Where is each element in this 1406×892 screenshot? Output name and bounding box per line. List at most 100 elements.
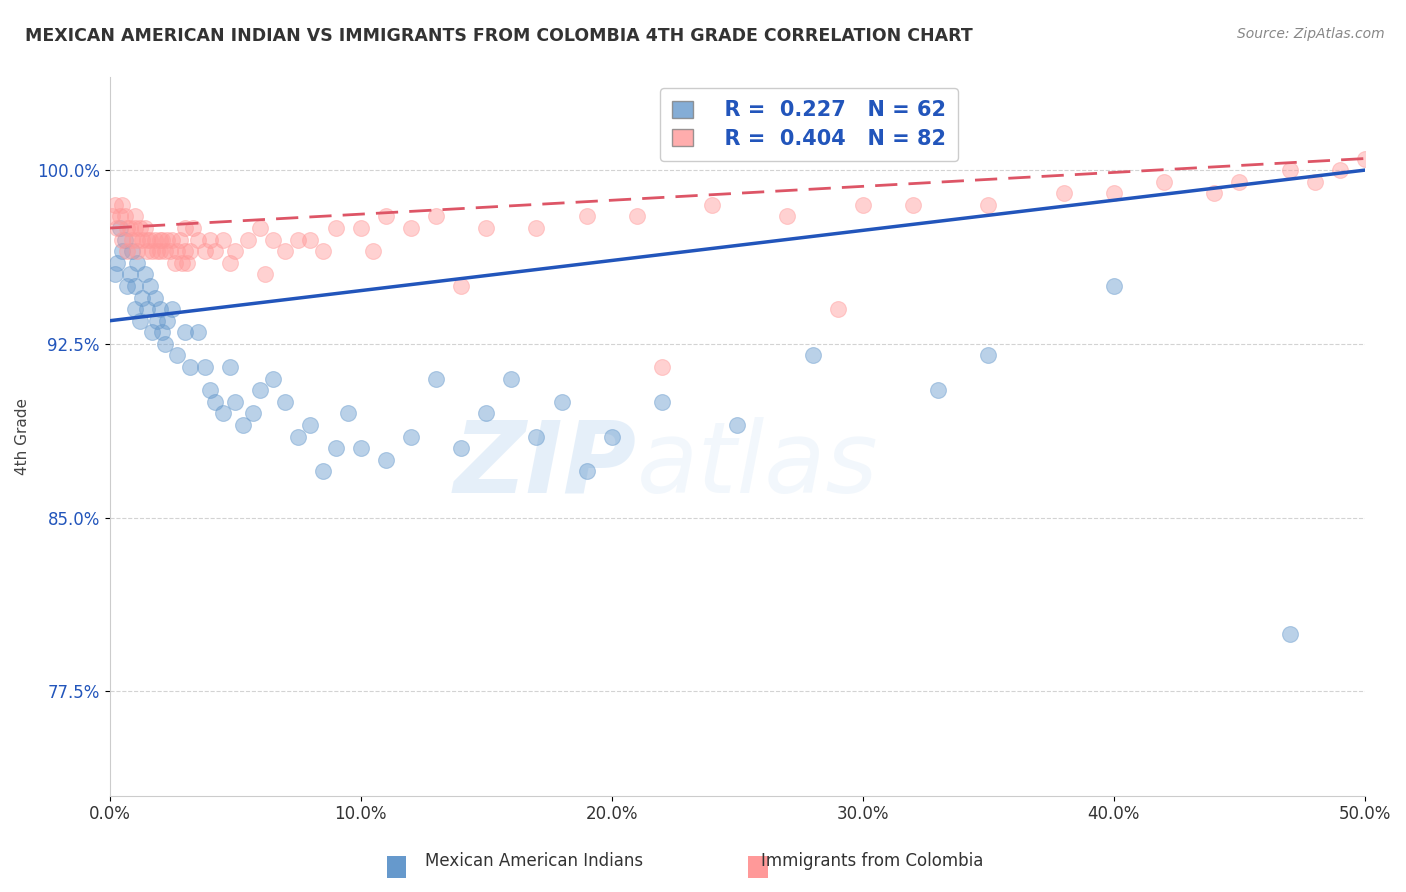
Point: [127, 233, 149, 247]
Point: [111, 244, 134, 259]
Point: [801, 349, 824, 363]
Point: [156, 233, 179, 247]
Point: [186, 233, 208, 247]
Point: [134, 221, 156, 235]
Point: [121, 244, 143, 259]
Point: [399, 221, 422, 235]
Point: [350, 441, 373, 455]
Point: [121, 233, 143, 247]
Point: [118, 221, 141, 235]
Point: [127, 256, 149, 270]
Point: [287, 429, 309, 443]
Point: [124, 279, 146, 293]
Point: [1102, 186, 1125, 201]
Point: [575, 210, 598, 224]
Point: [186, 326, 208, 340]
Point: [124, 210, 146, 224]
Text: MEXICAN AMERICAN INDIAN VS IMMIGRANTS FROM COLOMBIA 4TH GRADE CORRELATION CHART: MEXICAN AMERICAN INDIAN VS IMMIGRANTS FR…: [25, 27, 973, 45]
Point: [325, 441, 347, 455]
Point: [901, 198, 924, 212]
Point: [204, 244, 226, 259]
Point: [526, 429, 548, 443]
Point: [114, 210, 136, 224]
Point: [105, 256, 128, 270]
Point: [425, 210, 447, 224]
Point: [1354, 152, 1376, 166]
Point: [204, 394, 226, 409]
Point: [927, 384, 949, 398]
Point: [337, 406, 360, 420]
Point: [162, 302, 184, 317]
Point: [198, 233, 221, 247]
Point: [475, 221, 498, 235]
Y-axis label: 4th Grade: 4th Grade: [15, 398, 30, 475]
Point: [575, 464, 598, 478]
Point: [141, 326, 163, 340]
Point: [219, 360, 242, 375]
Point: [114, 233, 136, 247]
Point: [450, 441, 472, 455]
Text: ZIP: ZIP: [454, 417, 637, 514]
Point: [1303, 175, 1326, 189]
Point: [118, 268, 141, 282]
Point: [115, 221, 138, 235]
Point: [1052, 186, 1074, 201]
Point: [211, 233, 233, 247]
Point: [211, 406, 233, 420]
Point: [262, 372, 284, 386]
Point: [131, 291, 153, 305]
Point: [1102, 279, 1125, 293]
Point: [146, 314, 169, 328]
Point: [274, 244, 297, 259]
Point: [236, 233, 259, 247]
Point: [124, 302, 146, 317]
Point: [361, 244, 384, 259]
Point: [232, 417, 254, 432]
Point: [1204, 186, 1226, 201]
Point: [111, 198, 134, 212]
Point: [700, 198, 723, 212]
Point: [149, 233, 172, 247]
Point: [149, 244, 172, 259]
Point: [174, 244, 197, 259]
Point: [374, 452, 396, 467]
Point: [526, 221, 548, 235]
Point: [153, 337, 176, 351]
Point: [115, 279, 138, 293]
Point: [169, 233, 191, 247]
Point: [325, 221, 347, 235]
Point: [179, 360, 201, 375]
Point: [776, 210, 799, 224]
Point: [475, 406, 498, 420]
Point: [162, 233, 184, 247]
Point: [450, 279, 472, 293]
Point: [827, 302, 849, 317]
Point: [1329, 163, 1351, 178]
Point: [287, 233, 309, 247]
Point: [163, 256, 186, 270]
Point: [198, 384, 221, 398]
Point: [143, 233, 166, 247]
Point: [153, 244, 176, 259]
Point: [374, 210, 396, 224]
Point: [166, 244, 188, 259]
Point: [179, 244, 201, 259]
Point: [136, 302, 159, 317]
Point: [852, 198, 875, 212]
Point: [115, 244, 138, 259]
Point: [425, 372, 447, 386]
Point: [174, 326, 197, 340]
Point: [111, 233, 134, 247]
Point: [150, 233, 173, 247]
Point: [254, 268, 277, 282]
Point: [150, 326, 173, 340]
Text: Source: ZipAtlas.com: Source: ZipAtlas.com: [1237, 27, 1385, 41]
Point: [626, 210, 648, 224]
Point: [651, 360, 673, 375]
Point: [146, 244, 169, 259]
Point: [1278, 626, 1301, 640]
Point: [600, 429, 623, 443]
Point: [166, 349, 188, 363]
Point: [141, 244, 163, 259]
Point: [172, 256, 194, 270]
